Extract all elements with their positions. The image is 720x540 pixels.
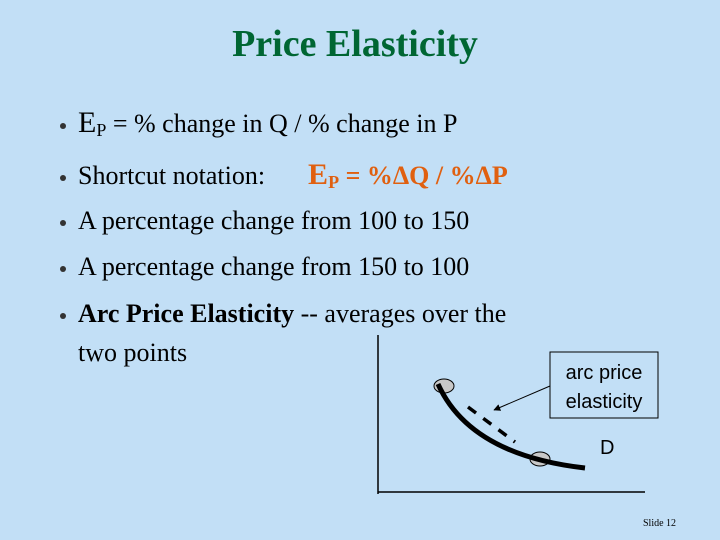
bullet: EP = % change in Q / % change in P	[78, 108, 457, 145]
bullet-dot	[60, 220, 66, 226]
text: two points	[78, 338, 188, 367]
text: A percentage change from 150 to 100	[78, 252, 470, 281]
text: Shortcut notation:	[78, 161, 266, 190]
bullet-dot	[60, 123, 66, 129]
bullet-dot	[60, 313, 66, 319]
text: -- averages over the	[300, 299, 507, 328]
text: A percentage change from 100 to 150	[78, 206, 470, 235]
label: arc price elasticity	[550, 359, 658, 417]
bullet-dot	[60, 266, 66, 272]
curve-label: D	[600, 437, 615, 459]
label-line: elasticity	[565, 391, 643, 413]
text: = % change in Q / % change in P	[112, 109, 458, 138]
bold-text: Arc Price Elasticity	[78, 299, 295, 328]
subscript: P	[96, 120, 107, 140]
bullet-continuation: two points	[78, 338, 187, 368]
subscript: P	[328, 172, 340, 192]
slide-title: Price Elasticity	[232, 23, 478, 65]
arrow	[493, 385, 551, 411]
footer: Slide 12	[643, 518, 677, 529]
bullet-dot	[60, 175, 66, 181]
bullet: A percentage change from 150 to 100	[78, 252, 469, 282]
label-line: arc price	[565, 362, 643, 384]
bullet: Shortcut notation: EP = %ΔQ / %ΔP	[78, 160, 508, 197]
formula: = %ΔQ / %ΔP	[345, 161, 508, 190]
symbol: E	[308, 158, 329, 191]
symbol: E	[78, 106, 97, 139]
label-box	[549, 351, 659, 419]
demand-curve	[435, 382, 586, 471]
bullet: A percentage change from 100 to 150	[78, 206, 469, 236]
arc-line	[466, 405, 517, 444]
bullet: Arc Price Elasticity -- averages over th…	[78, 299, 506, 329]
